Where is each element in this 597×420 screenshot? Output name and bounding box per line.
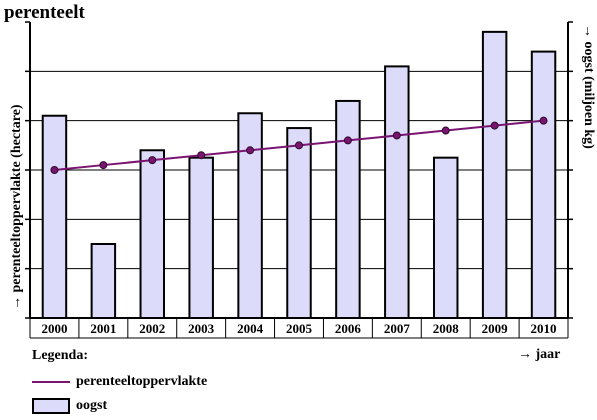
x-tick-label: 2006: [335, 321, 362, 336]
x-tick-label: 2009: [482, 321, 509, 336]
x-tick-label: 2000: [41, 321, 67, 336]
legend-title: Legenda:: [32, 348, 88, 363]
bar-2000: [41, 114, 68, 319]
legend-label-line: perenteeltoppervlakte: [76, 374, 208, 389]
line-point-2000: [50, 166, 59, 174]
x-tick-label: 2005: [286, 321, 313, 336]
bar-2008: [432, 156, 459, 319]
x-tick-labels: 2000 2001 2002 2003 2004 2005 2006 2007 2008 2009…: [41, 321, 556, 336]
line-point-2003: [197, 151, 206, 160]
y-axis-right-label: → oogst (miljoen kg): [581, 24, 596, 149]
line-point-2006: [343, 136, 352, 145]
legend-line-swatch: [32, 381, 70, 383]
bar-2003: [188, 156, 214, 319]
line-point-2010: [539, 116, 548, 125]
axes: [25, 21, 573, 339]
bar-2006: [335, 99, 361, 319]
x-tick-label: 2003: [188, 321, 215, 336]
line-point-2007: [392, 131, 401, 140]
bar-2002: [139, 149, 166, 319]
bar-2009: [481, 30, 508, 319]
line-point-2005: [295, 141, 303, 150]
bar-2004: [237, 112, 263, 320]
x-tick-label: 2008: [433, 321, 460, 336]
line-point-2009: [490, 121, 499, 130]
x-axis-label: → jaar: [518, 347, 561, 362]
line-point-2008: [441, 126, 450, 135]
x-tick-label: 2010: [531, 321, 557, 336]
x-tick-label: 2001: [90, 321, 116, 336]
trend-line: [50, 116, 548, 174]
line-point-2001: [99, 161, 108, 170]
legend-item-line: perenteeltoppervlakte: [32, 374, 207, 390]
line-point-2004: [246, 146, 255, 155]
bars: [41, 30, 557, 320]
x-tick-label: 2002: [139, 321, 165, 336]
bar-2007: [384, 65, 410, 320]
legend-bar-swatch: [32, 398, 70, 414]
legend-item-bar: oogst: [32, 398, 107, 414]
x-tick-label: 2004: [237, 321, 264, 336]
bar-2005: [286, 127, 312, 319]
y-axis-left-label: → perenteeltoppervlakte (hectare): [9, 104, 24, 310]
legend-label-bar: oogst: [76, 398, 108, 413]
bar-2001: [90, 243, 117, 319]
chart-title: perenteelt: [4, 2, 86, 23]
bar-2010: [530, 50, 557, 319]
line-point-2002: [148, 156, 157, 165]
x-tick-label: 2007: [384, 321, 411, 336]
